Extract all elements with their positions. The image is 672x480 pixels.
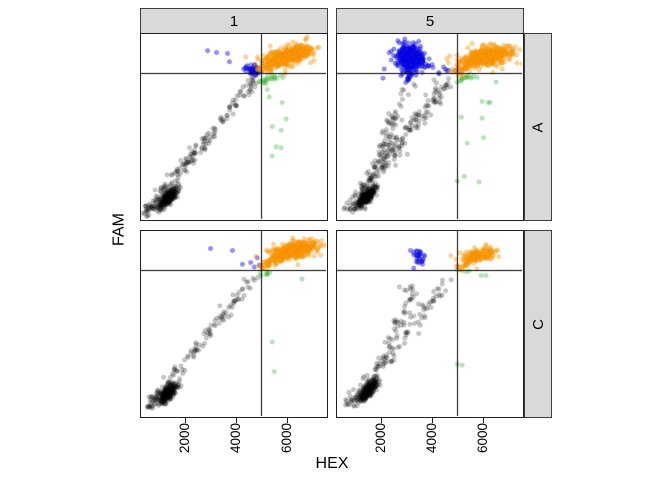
panel-5-A xyxy=(336,33,524,221)
x-tick-label: 6000 xyxy=(475,422,490,454)
column-strip-5-label: 5 xyxy=(425,12,435,30)
x-tick-mark xyxy=(380,418,382,423)
column-strip-1-label: 1 xyxy=(229,12,239,30)
x-tick-mark xyxy=(482,418,484,423)
x-tick-label: 2000 xyxy=(177,422,192,454)
panel-1-A xyxy=(140,33,328,221)
x-tick-label: 6000 xyxy=(279,422,294,454)
panel-1-C xyxy=(140,230,328,418)
scatter-canvas-5-A xyxy=(337,34,522,219)
column-strip-1: 1 xyxy=(140,8,328,34)
row-strip-C: C xyxy=(524,230,552,418)
row-strip-A: A xyxy=(524,33,552,221)
column-strip-5: 5 xyxy=(336,8,524,34)
x-tick-mark xyxy=(286,418,288,423)
x-tick-label: 4000 xyxy=(424,422,439,454)
x-tick-label: 4000 xyxy=(228,422,243,454)
x-axis-title: HEX xyxy=(315,455,349,472)
x-tick-mark xyxy=(184,418,186,423)
scatter-canvas-5-C xyxy=(337,231,522,416)
panel-5-C xyxy=(336,230,524,418)
y-axis-title: FAM xyxy=(110,213,128,246)
scatter-canvas-1-A xyxy=(141,34,326,219)
scatter-canvas-1-C xyxy=(141,231,326,416)
row-strip-A-label: A xyxy=(529,121,547,133)
x-tick-mark xyxy=(235,418,237,423)
x-tick-mark xyxy=(431,418,433,423)
row-strip-C-label: C xyxy=(529,318,547,330)
x-tick-label: 2000 xyxy=(373,422,388,454)
